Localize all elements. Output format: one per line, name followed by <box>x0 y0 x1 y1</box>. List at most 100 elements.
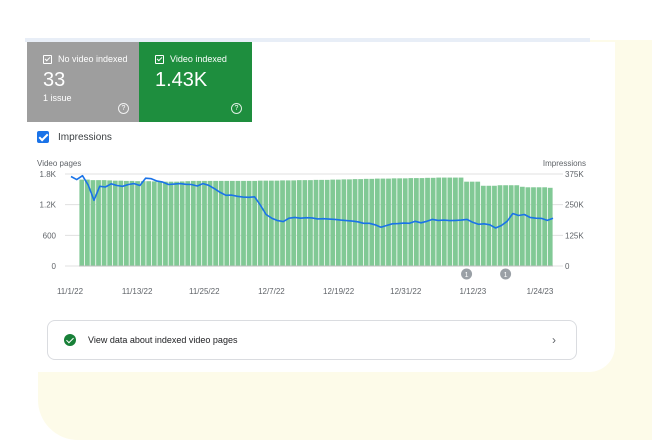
chart-bar <box>218 180 224 266</box>
chart-bar <box>90 180 96 266</box>
x-tick-label: 1/12/23 <box>460 287 487 296</box>
tile-label: Video indexed <box>170 54 227 64</box>
chart-bar <box>536 187 542 266</box>
x-tick-label: 11/13/22 <box>122 287 153 296</box>
chart-bar <box>503 185 508 266</box>
chart-bar <box>202 180 207 266</box>
chart-bar <box>196 180 202 266</box>
x-tick-label: 11/1/22 <box>57 287 84 296</box>
right-tick-label: 375K <box>565 170 584 179</box>
annotation-marker-label: 1 <box>465 272 469 279</box>
right-axis-title: Impressions <box>543 159 586 168</box>
chart-bar <box>112 180 118 266</box>
chart-bar <box>464 181 469 266</box>
chart-bar <box>146 181 152 266</box>
chart-bar <box>447 177 453 266</box>
chart-bar <box>519 186 525 266</box>
right-tick-label: 125K <box>565 231 584 240</box>
chart-bar <box>430 177 436 266</box>
view-indexed-data-card[interactable]: View data about indexed video pages › <box>47 320 577 360</box>
chart-bar <box>508 185 514 266</box>
chart-bar <box>229 180 235 266</box>
chart-bar <box>84 179 90 266</box>
chart-bar <box>135 181 140 266</box>
tile-subtext: 1 issue <box>43 93 72 103</box>
left-tick-label: 600 <box>43 231 57 240</box>
chart-bar <box>140 181 146 266</box>
chart-bar <box>458 177 464 266</box>
chart-bar <box>380 178 386 266</box>
chart-bar <box>374 178 380 266</box>
tile-label: No video indexed <box>58 54 128 64</box>
chart-bar <box>308 180 313 266</box>
chart-bar <box>436 177 442 266</box>
chart-bar <box>492 185 497 266</box>
chart-bar <box>319 179 324 266</box>
chart-bar <box>291 180 297 266</box>
chart-bar <box>163 181 168 266</box>
chart-bar <box>335 179 341 266</box>
tile-value: 1.43K <box>155 69 208 91</box>
chart-bar <box>347 179 352 266</box>
annotation-marker-dot[interactable] <box>500 268 512 280</box>
chart-bar <box>330 179 336 266</box>
chart-bar <box>107 180 113 266</box>
chart-bar <box>453 177 458 266</box>
annotation-marker-dot[interactable] <box>461 268 473 280</box>
chart-bar <box>118 180 124 266</box>
chevron-right-icon[interactable]: › <box>552 333 556 347</box>
chart-bar <box>213 180 219 266</box>
right-tick-label: 0 <box>565 262 570 271</box>
checkbox-checked-icon[interactable] <box>37 131 49 143</box>
chart-bar <box>341 179 347 266</box>
chart-bar <box>179 181 185 266</box>
chart-bar <box>157 181 163 266</box>
annotation-marker[interactable]: 1 <box>461 268 473 280</box>
chart-bar <box>185 181 191 266</box>
chart-bar <box>531 187 536 266</box>
checkbox-icon[interactable] <box>43 54 52 64</box>
annotation-marker[interactable]: 1 <box>500 268 512 280</box>
card-label: View data about indexed video pages <box>88 335 238 345</box>
chart-bar <box>79 179 85 266</box>
tile-value: 33 <box>43 69 66 91</box>
chart-bar <box>542 187 548 266</box>
check-circle-icon <box>64 334 76 346</box>
chart-bar <box>302 180 308 266</box>
chart-bar <box>547 187 553 266</box>
left-tick-label: 1.8K <box>40 170 57 179</box>
chart-bar <box>313 179 319 266</box>
chart-bar <box>101 180 107 266</box>
impressions-line <box>70 174 554 229</box>
chart-bar <box>441 177 447 266</box>
x-tick-label: 1/24/23 <box>527 287 554 296</box>
impressions-label: Impressions <box>58 131 112 143</box>
chart-bar <box>252 180 258 266</box>
chart-bar <box>386 178 391 266</box>
chart-bar <box>480 185 486 266</box>
panel-top-border <box>25 38 590 42</box>
chart-bar <box>397 178 403 266</box>
x-tick-label: 12/19/22 <box>323 287 355 296</box>
chart-bar <box>168 181 174 266</box>
chart-bar <box>151 181 157 266</box>
left-axis-title: Video pages <box>37 159 81 168</box>
left-tick-label: 0 <box>52 262 57 271</box>
chart-bar <box>224 180 230 266</box>
chart-bar <box>246 180 252 266</box>
chart-bar <box>129 180 135 266</box>
tile-video-indexed[interactable]: Video indexed 1.43K ? <box>139 42 252 122</box>
tile-no-video-indexed[interactable]: No video indexed 33 1 issue ? <box>27 42 139 122</box>
help-circle-icon[interactable]: ? <box>118 103 129 114</box>
impressions-toggle[interactable]: Impressions <box>37 131 112 143</box>
help-circle-icon[interactable]: ? <box>231 103 242 114</box>
chart-bar <box>352 179 358 266</box>
checkbox-icon[interactable] <box>155 54 164 64</box>
x-tick-label: 12/31/22 <box>390 287 422 296</box>
chart-bar <box>124 180 129 266</box>
chart-bar <box>525 187 531 266</box>
chart-bar <box>96 180 101 266</box>
chart-bar <box>363 178 369 266</box>
chart-bar <box>324 179 330 266</box>
